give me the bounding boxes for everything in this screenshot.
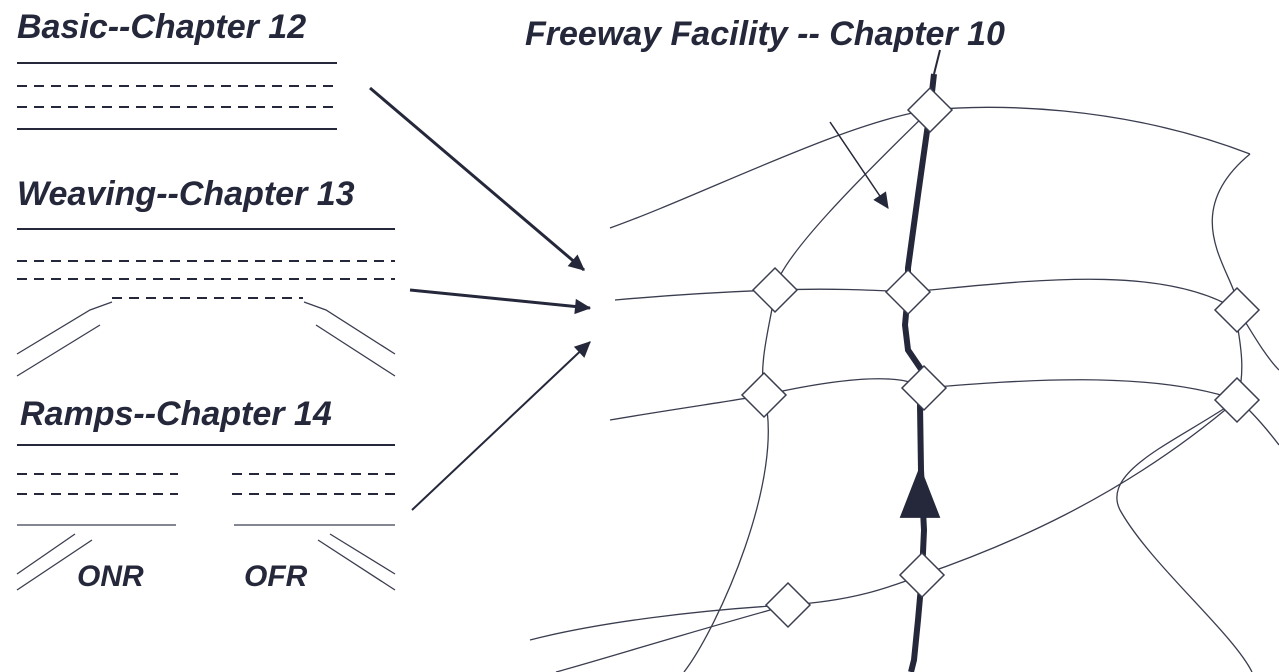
ofr-label: OFR: [244, 560, 307, 594]
basic-label: Basic--Chapter 12: [17, 8, 306, 47]
onr-label: ONR: [77, 560, 144, 594]
diagram-canvas: [0, 0, 1279, 672]
weaving-label: Weaving--Chapter 13: [17, 175, 355, 214]
title-label: Freeway Facility -- Chapter 10: [525, 15, 1005, 54]
ramps-label: Ramps--Chapter 14: [20, 395, 332, 434]
